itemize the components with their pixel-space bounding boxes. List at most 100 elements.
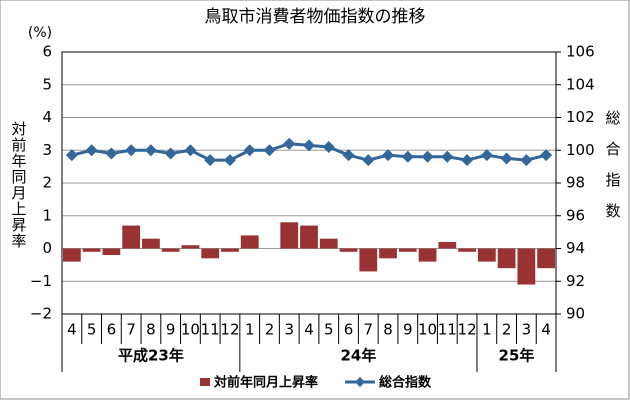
y-tick-label: −2 bbox=[30, 305, 52, 323]
x-tick-label: 2 bbox=[502, 321, 512, 339]
y-tick-label: 2 bbox=[42, 174, 52, 192]
bar bbox=[142, 238, 160, 249]
x-tick-label: 12 bbox=[458, 321, 477, 339]
line-marker bbox=[105, 147, 118, 160]
x-tick-label: 10 bbox=[418, 321, 437, 339]
line-marker bbox=[65, 149, 78, 162]
x-tick-label: 9 bbox=[403, 321, 413, 339]
x-tick-label: 8 bbox=[383, 321, 393, 339]
line-marker bbox=[243, 144, 256, 157]
line-marker bbox=[480, 149, 493, 162]
bar bbox=[477, 248, 496, 262]
y2-axis-label: 総合指数 bbox=[604, 110, 622, 234]
x-tick-label: 3 bbox=[522, 321, 532, 339]
y2-tick-label: 102 bbox=[566, 108, 595, 126]
line-marker bbox=[540, 149, 553, 162]
bar bbox=[517, 248, 536, 285]
x-tick-label: 6 bbox=[344, 321, 354, 339]
line-marker bbox=[421, 150, 434, 163]
x-tick-label: 6 bbox=[107, 321, 117, 339]
y2-tick-label: 90 bbox=[566, 305, 585, 323]
x-tick-label: 4 bbox=[541, 321, 551, 339]
line-marker bbox=[500, 152, 513, 165]
x-tick-label: 11 bbox=[201, 321, 220, 339]
line-marker bbox=[303, 139, 315, 152]
line-marker bbox=[283, 137, 296, 150]
bar bbox=[497, 248, 516, 269]
bar bbox=[62, 248, 81, 262]
x-tick-label: 2 bbox=[265, 321, 275, 339]
bar bbox=[319, 238, 338, 249]
y2-tick-label: 100 bbox=[566, 141, 595, 159]
bar bbox=[339, 248, 358, 252]
line-marker bbox=[342, 149, 355, 162]
x-tick-label: 12 bbox=[220, 321, 239, 339]
line-marker bbox=[125, 144, 138, 157]
bar bbox=[438, 241, 457, 249]
y-tick-label: 3 bbox=[42, 141, 52, 159]
x-group-label: 平成23年 bbox=[118, 347, 184, 365]
line-marker bbox=[441, 150, 454, 163]
legend-swatch bbox=[200, 378, 210, 386]
line-marker bbox=[204, 154, 217, 167]
line-marker bbox=[461, 154, 474, 167]
bar bbox=[82, 248, 101, 252]
line-marker bbox=[263, 144, 276, 157]
x-group-label: 24年 bbox=[340, 347, 376, 365]
legend-label: 対前年同月上昇率 bbox=[213, 375, 318, 391]
bar bbox=[418, 248, 437, 262]
line-marker bbox=[382, 149, 395, 162]
bar bbox=[537, 248, 556, 269]
y-axis-label: 対前年同月上昇率 bbox=[10, 121, 28, 249]
y-tick-label: 6 bbox=[42, 43, 52, 61]
plot-area bbox=[61, 51, 557, 315]
bar bbox=[181, 245, 200, 249]
y-tick-label: 4 bbox=[42, 108, 52, 126]
line-marker bbox=[85, 144, 98, 157]
bar bbox=[379, 248, 397, 259]
line-marker bbox=[184, 144, 197, 157]
bar bbox=[280, 222, 299, 249]
line-marker bbox=[362, 154, 375, 167]
y2-tick-label: 106 bbox=[566, 43, 595, 61]
x-tick-label: 5 bbox=[87, 321, 97, 339]
x-tick-label: 7 bbox=[364, 321, 374, 339]
chart-title: 鳥取市消費者物価指数の推移 bbox=[205, 7, 426, 27]
x-tick-label: 5 bbox=[324, 321, 334, 339]
x-tick-label: 7 bbox=[126, 321, 136, 339]
x-tick-label: 1 bbox=[482, 321, 492, 339]
legend-swatch bbox=[355, 377, 365, 387]
y-tick-label: −1 bbox=[30, 272, 52, 290]
y-tick-label: 5 bbox=[42, 75, 52, 93]
x-tick-label: 1 bbox=[245, 321, 255, 339]
bar bbox=[161, 248, 180, 252]
y2-tick-label: 92 bbox=[566, 272, 585, 290]
bar bbox=[300, 225, 318, 249]
bar bbox=[122, 225, 141, 249]
y2-tick-label: 94 bbox=[566, 239, 585, 257]
x-tick-label: 4 bbox=[304, 321, 314, 339]
line-marker bbox=[164, 147, 177, 160]
x-tick-label: 9 bbox=[166, 321, 176, 339]
bar bbox=[458, 248, 476, 252]
x-tick-label: 8 bbox=[146, 321, 156, 339]
y-tick-label: 1 bbox=[42, 206, 52, 224]
bar bbox=[221, 248, 239, 252]
line-marker bbox=[520, 154, 533, 167]
x-tick-label: 4 bbox=[67, 321, 77, 339]
x-group-label: 25年 bbox=[499, 347, 535, 365]
line-marker bbox=[322, 140, 335, 153]
y2-tick-label: 98 bbox=[566, 174, 585, 192]
bar bbox=[240, 235, 259, 249]
line-marker bbox=[144, 144, 157, 157]
bar bbox=[102, 248, 121, 256]
x-tick-label: 11 bbox=[438, 321, 457, 339]
y-unit: (%) bbox=[28, 25, 52, 41]
y2-tick-label: 96 bbox=[566, 206, 585, 224]
bar bbox=[398, 248, 417, 252]
bar bbox=[201, 248, 220, 259]
legend-label: 総合指数 bbox=[379, 375, 432, 391]
